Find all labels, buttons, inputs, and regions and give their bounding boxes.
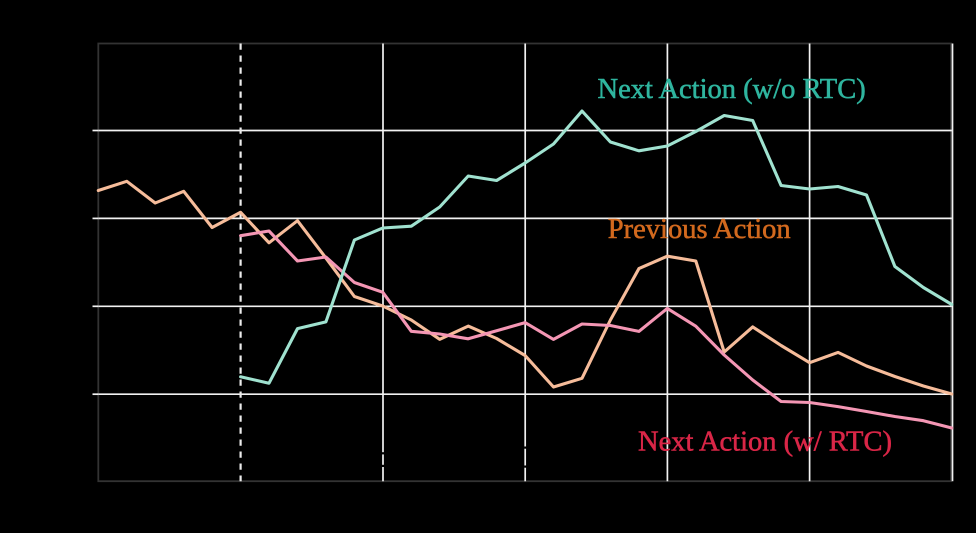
svg-text:Previous Action: Previous Action — [608, 214, 791, 245]
svg-text:Next Action (w/ RTC): Next Action (w/ RTC) — [638, 426, 892, 457]
svg-text:Next Action (w/o RTC): Next Action (w/o RTC) — [598, 74, 866, 105]
